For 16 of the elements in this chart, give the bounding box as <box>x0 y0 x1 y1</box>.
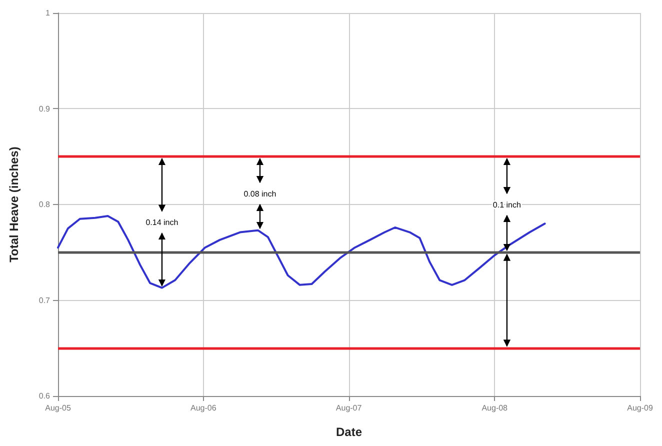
x-tick-label: Aug-06 <box>190 404 217 412</box>
y-axis-title: Total Heave (inches) <box>7 146 21 262</box>
annotation: 0.08 inch <box>244 189 276 198</box>
annotation: 0.14 inch <box>146 218 178 228</box>
line-series <box>57 214 546 289</box>
x-tick-label: Aug-09 <box>627 404 654 412</box>
y-tick-label: 1 <box>46 8 51 18</box>
x-tick-label: Aug-07 <box>336 404 362 412</box>
annotation: 0.1 inch <box>492 200 521 210</box>
x-axis-title: Date <box>336 425 362 439</box>
y-tick-label: 0.6 <box>38 392 51 400</box>
y-tick-label: 0.7 <box>38 296 51 305</box>
y-tick-label: 0.9 <box>38 104 51 114</box>
x-tick-label: Aug-08 <box>482 404 508 412</box>
y-tick-label: 0.8 <box>38 200 51 209</box>
x-tick-label: Aug-05 <box>45 404 72 412</box>
